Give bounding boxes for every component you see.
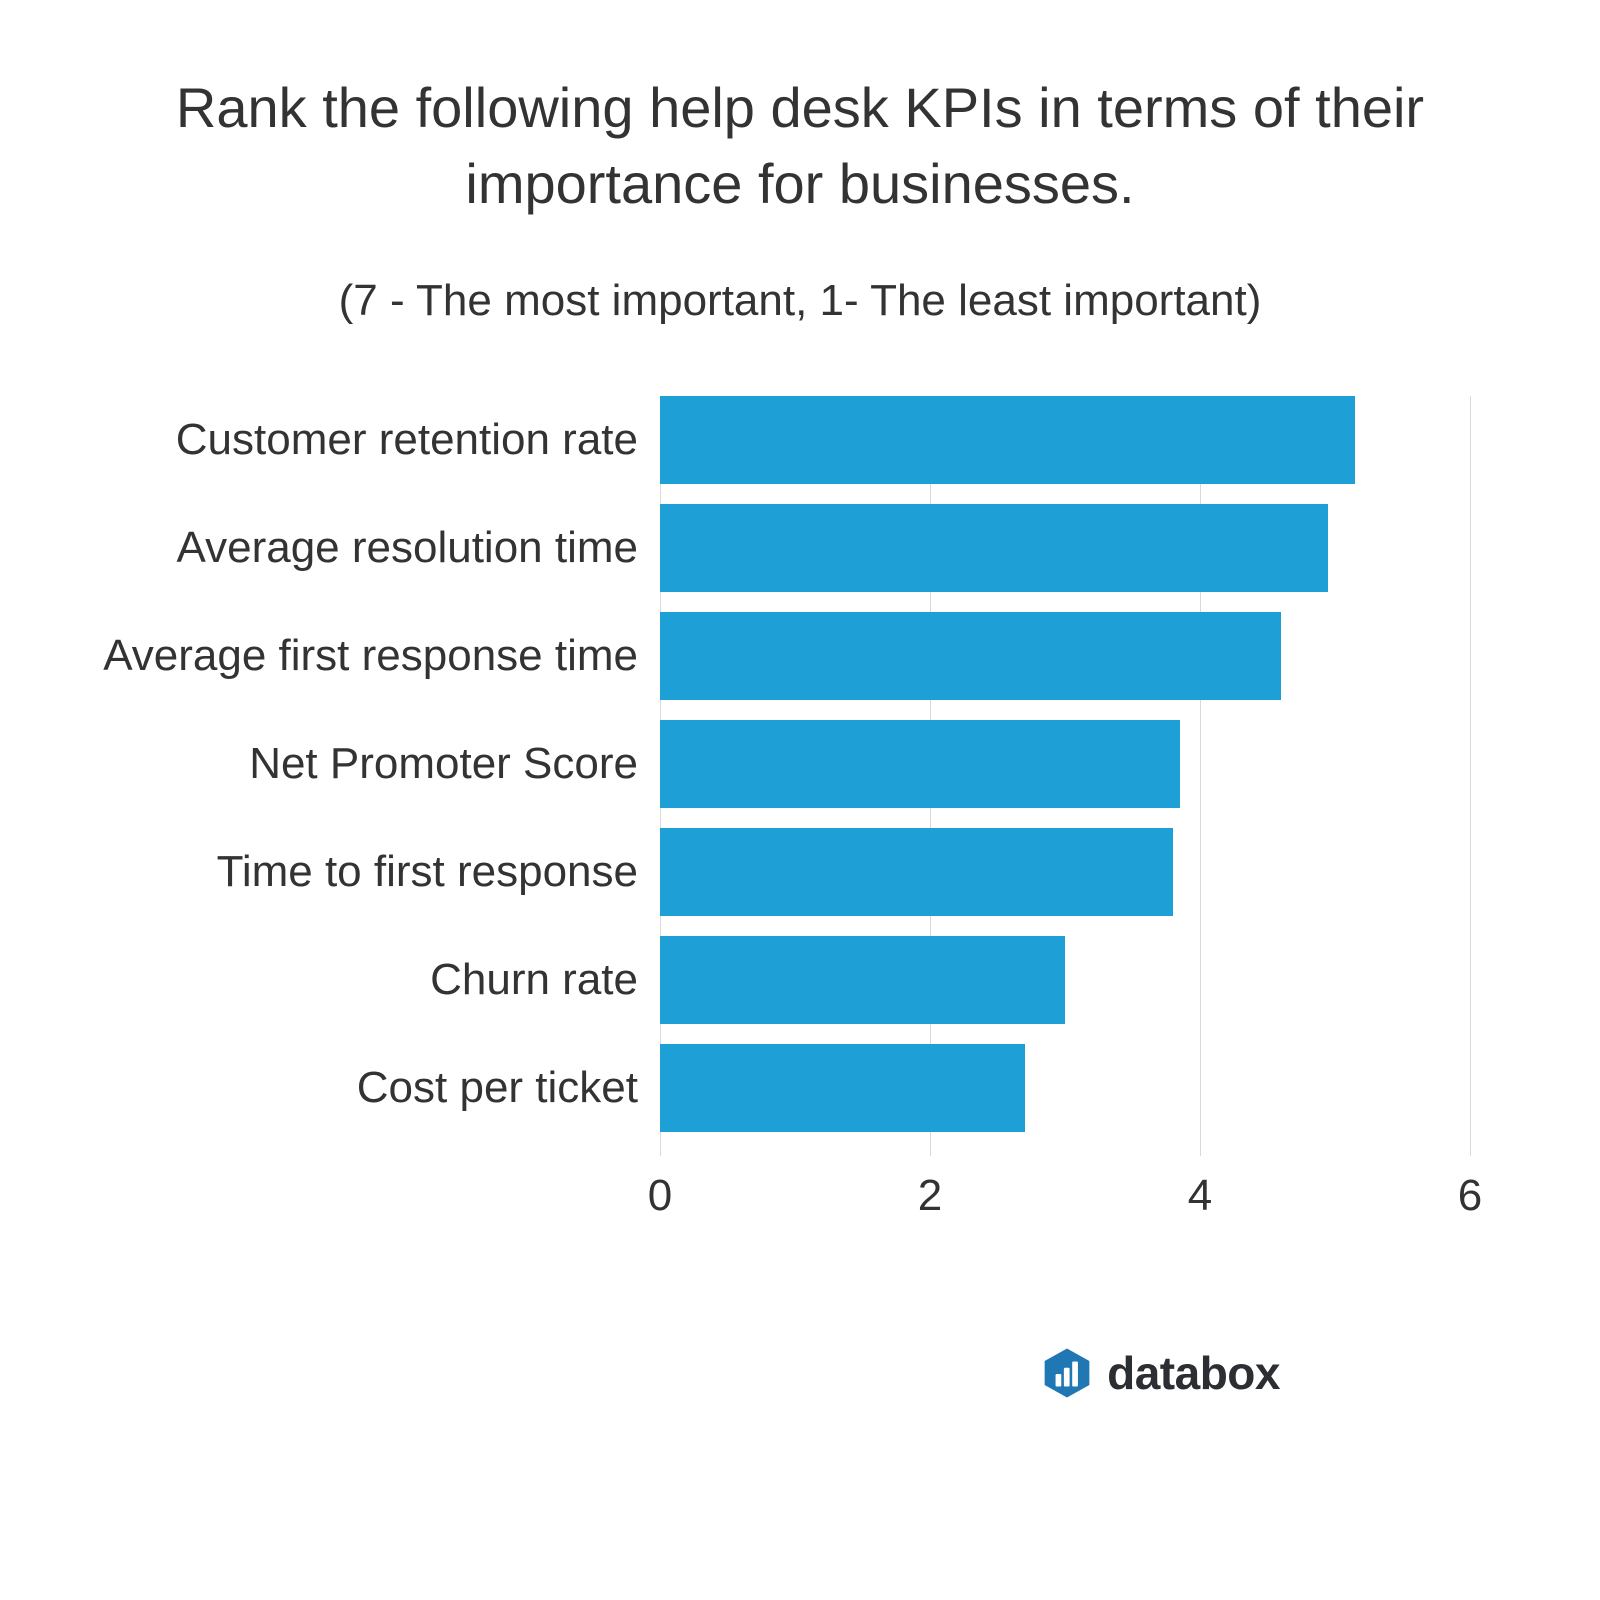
y-axis-category-label: Churn rate: [430, 936, 638, 1024]
bar: [660, 936, 1065, 1024]
y-axis-category-label: Average resolution time: [177, 504, 638, 592]
bar: [660, 828, 1173, 916]
bar: [660, 396, 1355, 484]
brand-logo: databox: [1041, 1346, 1280, 1400]
chart-area: 0 2 4 6 Customer retention rate Average resol…: [90, 396, 1510, 1256]
chart-container: Rank the following help desk KPIs in ter…: [0, 0, 1600, 1600]
x-axis-tick-label: 2: [918, 1171, 942, 1221]
y-axis-category-label: Customer retention rate: [176, 396, 638, 484]
plot-region: 0246Customer retention rateAverage resol…: [660, 396, 1470, 1156]
gridline: [1470, 396, 1471, 1156]
brand-text: databox: [1107, 1346, 1280, 1400]
x-axis-tick-label: 0: [648, 1171, 672, 1221]
chart-subtitle: (7 - The most important, 1- The least im…: [90, 276, 1510, 326]
bar: [660, 504, 1328, 592]
databox-icon: [1041, 1347, 1093, 1399]
bar: [660, 612, 1281, 700]
x-axis-tick-label: 6: [1458, 1171, 1482, 1221]
y-axis-category-label: Average first response time: [103, 612, 638, 700]
y-axis-category-label: Time to first response: [217, 828, 638, 916]
x-axis-tick-label: 4: [1188, 1171, 1212, 1221]
bar: [660, 720, 1180, 808]
y-axis-category-label: Net Promoter Score: [249, 720, 638, 808]
y-axis-category-label: Cost per ticket: [357, 1044, 638, 1132]
chart-title: Rank the following help desk KPIs in ter…: [90, 70, 1510, 221]
bar: [660, 1044, 1025, 1132]
